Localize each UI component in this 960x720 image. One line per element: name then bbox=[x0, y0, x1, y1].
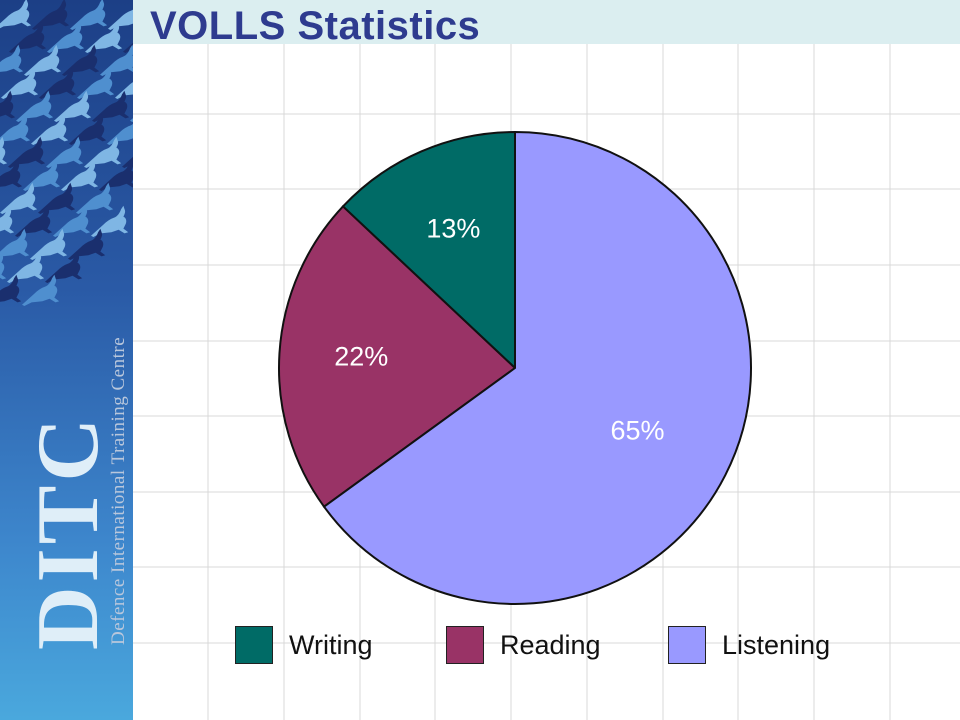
pie-label-reading: 22% bbox=[334, 342, 388, 372]
ditc-logo-letters: DITC bbox=[20, 414, 117, 650]
kangaroo-icon bbox=[107, 9, 133, 31]
legend-label-writing: Writing bbox=[289, 629, 373, 660]
kangaroo-icon bbox=[0, 251, 7, 280]
title-bar bbox=[133, 0, 960, 44]
kangaroo-icon bbox=[0, 113, 31, 143]
pie-label-writing: 13% bbox=[426, 213, 480, 243]
kangaroo-icon bbox=[0, 159, 23, 188]
slide-title: VOLLS Statistics bbox=[150, 4, 481, 48]
pie-slice-reading bbox=[278, 205, 517, 509]
kangaroo-icon bbox=[22, 274, 60, 306]
kangaroo-icon bbox=[99, 44, 133, 77]
kangaroo-icon bbox=[0, 274, 22, 303]
kangaroo-icon bbox=[129, 118, 133, 123]
kangaroo-icon bbox=[121, 156, 133, 169]
kangaroo-icon bbox=[106, 123, 133, 146]
ditc-sidebar-banner: DITC Defence International Training Cent… bbox=[0, 0, 133, 720]
kangaroo-icon bbox=[0, 205, 15, 234]
chart-legend: Writing Reading Listening bbox=[235, 625, 855, 665]
legend-label-reading: Reading bbox=[500, 629, 601, 660]
legend-label-listening: Listening bbox=[722, 629, 831, 660]
kangaroo-icon bbox=[0, 136, 8, 165]
pie-label-listening: 65% bbox=[610, 415, 664, 445]
legend-swatch-reading bbox=[446, 626, 484, 664]
kangaroo-icon bbox=[114, 82, 133, 100]
kangaroo-icon bbox=[0, 90, 16, 119]
kangaroo-icon bbox=[0, 44, 24, 73]
ditc-logo-subtitle: Defence International Training Centre bbox=[108, 337, 129, 645]
kangaroo-icon bbox=[0, 228, 30, 258]
legend-swatch-writing bbox=[235, 626, 273, 664]
pie-slice-writing bbox=[341, 130, 516, 371]
ditc-logo: DITC Defence International Training Cent… bbox=[20, 337, 129, 650]
kangaroo-icon bbox=[98, 159, 133, 192]
legend-item-reading: Reading bbox=[446, 625, 601, 665]
legend-swatch-listening bbox=[668, 626, 706, 664]
legend-item-writing: Writing bbox=[235, 625, 373, 665]
legend-item-listening: Listening bbox=[668, 625, 830, 665]
pie-slice-listening bbox=[322, 130, 752, 605]
kangaroo-icon bbox=[0, 0, 32, 29]
kangaroo-pattern bbox=[0, 0, 133, 306]
